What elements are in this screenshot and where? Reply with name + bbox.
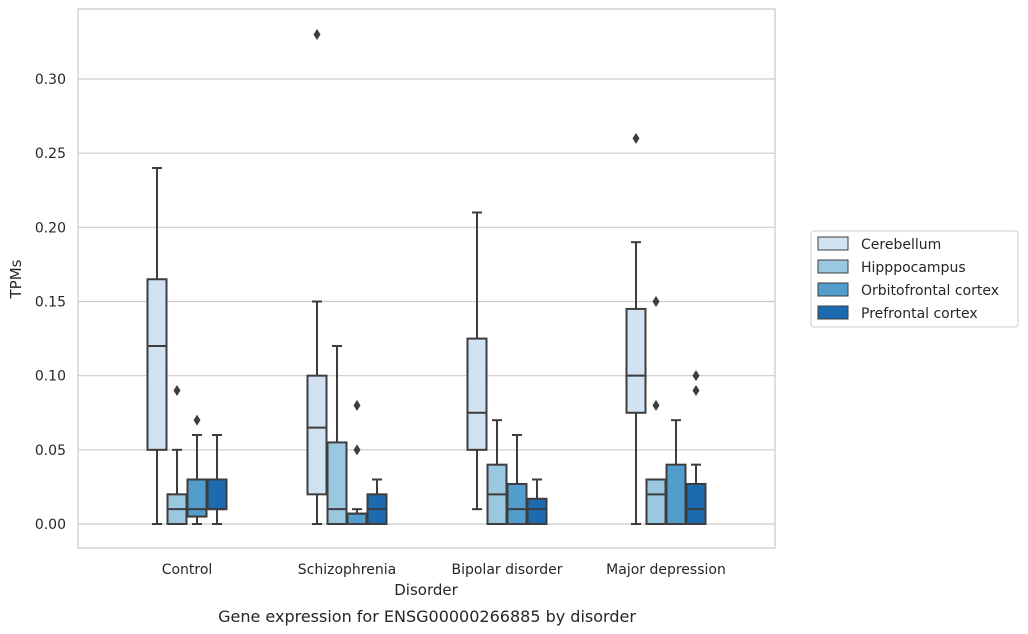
y-tick-label: 0.25	[35, 146, 66, 162]
box-iqr	[506, 482, 528, 526]
box-2-0	[186, 414, 208, 525]
legend-swatch	[817, 236, 849, 251]
box-iqr	[206, 478, 228, 511]
legend-label: Prefrontal cortex	[861, 306, 978, 322]
outlier-point	[692, 370, 700, 382]
box-3-2	[526, 478, 548, 525]
box-0-0	[146, 167, 168, 525]
outlier-point	[632, 132, 640, 144]
y-tick-label: 0.05	[35, 443, 66, 459]
legend: Cerebellum Hipppocampus Orbitofrontal cort…	[810, 230, 1019, 328]
plot-frame	[77, 8, 776, 549]
box-series	[146, 29, 707, 526]
box-iqr	[326, 441, 348, 525]
box-0-3	[625, 132, 647, 525]
outlier-point	[692, 385, 700, 396]
box-iqr	[685, 482, 707, 526]
legend-swatch	[817, 282, 849, 297]
box-iqr	[526, 497, 548, 525]
legend-frame	[810, 230, 1019, 328]
y-tick-label: 0.00	[35, 517, 66, 533]
box-2-2	[506, 434, 528, 526]
box-3-3	[685, 370, 707, 526]
y-tick-label: 0.15	[35, 295, 66, 311]
box-0-1	[306, 29, 328, 525]
x-tick-label: Control	[162, 562, 213, 578]
box-1-1	[326, 345, 348, 525]
box-iqr	[186, 478, 208, 518]
box-1-0	[166, 385, 188, 526]
box-iqr	[306, 374, 328, 496]
box-iqr	[625, 307, 647, 414]
outlier-point	[173, 385, 181, 396]
box-0-2	[466, 211, 488, 511]
legend-label: Hipppocampus	[861, 260, 966, 276]
legend-swatch	[817, 259, 849, 274]
chart-caption: Gene expression for ENSG00000266885 by d…	[218, 607, 636, 626]
y-tick-label: 0.30	[35, 72, 66, 88]
box-3-1	[366, 478, 388, 526]
box-3-0	[206, 434, 228, 525]
outlier-point	[652, 399, 660, 411]
y-tick-label: 0.10	[35, 369, 66, 385]
legend-label: Cerebellum	[861, 237, 941, 253]
legend-label: Orbitofrontal cortex	[861, 283, 999, 299]
y-tick-labels: 0.00 0.05 0.10 0.15 0.20 0.25 0.30	[35, 72, 66, 533]
box-iqr	[645, 478, 667, 525]
y-axis-title: TPMs	[7, 259, 25, 299]
outlier-point	[353, 444, 361, 456]
x-tick-labels: Control Schizophrenia Bipolar disorder Majo…	[162, 562, 726, 578]
y-tick-label: 0.20	[35, 220, 66, 236]
x-tick-label: Major depression	[606, 562, 726, 578]
x-tick-label: Schizophrenia	[298, 562, 396, 578]
outlier-point	[193, 414, 201, 426]
box-iqr	[346, 512, 368, 525]
outlier-point	[652, 296, 660, 307]
box-2-1	[346, 399, 368, 525]
x-axis-title: Disorder	[394, 581, 458, 599]
box-iqr	[466, 337, 488, 451]
outlier-point	[353, 399, 361, 411]
box-iqr	[665, 463, 687, 525]
outlier-point	[313, 29, 321, 40]
x-tick-label: Bipolar disorder	[451, 562, 562, 578]
box-iqr	[146, 278, 168, 451]
legend-swatch	[817, 305, 849, 320]
